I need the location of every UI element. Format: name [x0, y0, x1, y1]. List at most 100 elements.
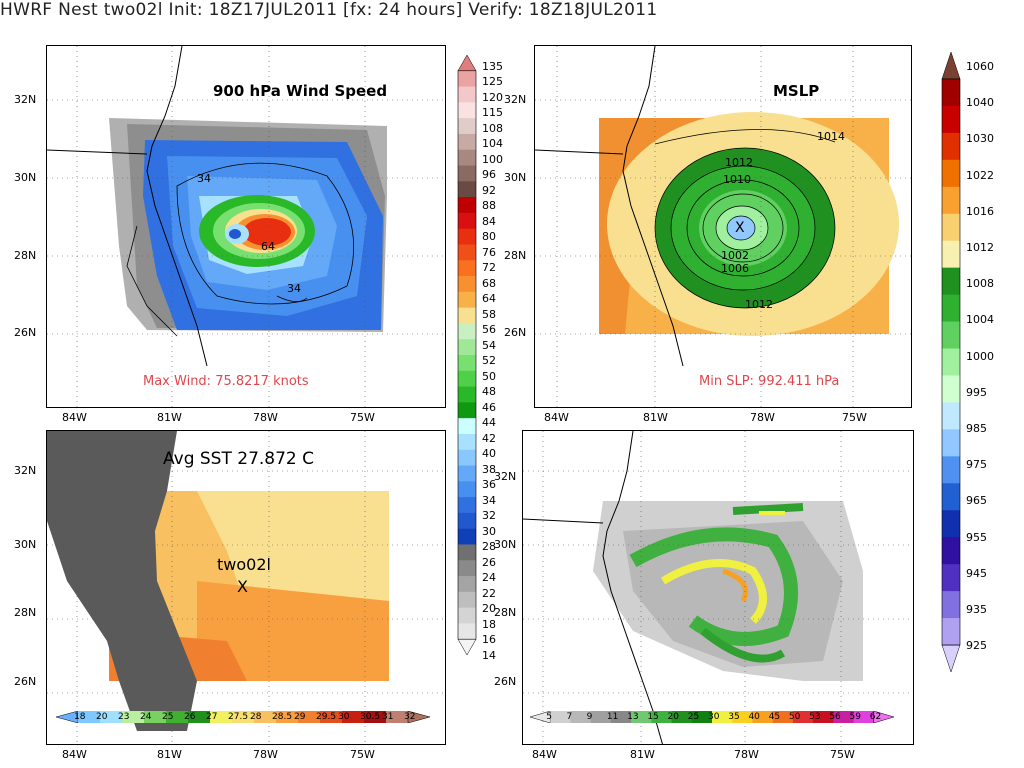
wind-cb-swatch: [458, 623, 476, 640]
precip-cb-labels-tick: 50: [788, 712, 801, 722]
wind-cb-swatch: [458, 465, 476, 482]
lat-26n-p4: 26N: [494, 675, 517, 688]
mslp-cb-swatch: [942, 375, 960, 403]
mslp-cb-swatch: [942, 618, 960, 646]
precip-cb-labels-tick: 5: [546, 712, 552, 722]
wind-cb-swatch: [458, 481, 476, 498]
mslp-label-1014: 1014: [817, 130, 845, 143]
wind-cb-labels-tick: 54: [482, 338, 496, 352]
lat-32n-p1: 32N: [14, 93, 37, 106]
lon-81w-p4: 81W: [630, 748, 655, 761]
storm-name-label: two02l: [217, 555, 271, 574]
wind-cb-labels-tick: 34: [482, 493, 496, 507]
mslp-cb-swatch: [942, 483, 960, 511]
lat-32n-p2: 32N: [504, 93, 527, 106]
lon-75w-p1: 75W: [350, 411, 375, 424]
sst-cb-swatch: [298, 711, 321, 723]
wind-cb-swatch: [458, 370, 476, 388]
wind-cb-swatch: [458, 576, 476, 593]
sst-cb-labels-tick: 27: [206, 712, 218, 722]
lat-28n-p3: 28N: [14, 606, 37, 619]
precip-cb-swatch: [813, 711, 834, 723]
wind-cb-swatch: [458, 70, 476, 88]
wind-cb-labels-tick: 26: [482, 555, 496, 569]
sst-cb-swatch: [320, 711, 343, 723]
lon-84w-p3: 84W: [62, 748, 87, 761]
wind-cb-bottom-arrow: [457, 638, 477, 655]
lon-75w-p2: 75W: [842, 411, 867, 424]
sst-cb-labels-tick: 28.5: [272, 712, 293, 722]
wind-cb-labels-tick: 96: [482, 168, 496, 182]
wind-max-footnote: Max Wind: 75.8217 knots: [143, 374, 309, 389]
wind-cb-swatch: [458, 607, 476, 624]
mslp-cb-swatch: [942, 267, 960, 296]
precip-cb-labels-tick: 62: [869, 712, 882, 722]
mslp-map: X: [535, 46, 911, 407]
mslp-cb-swatch: [942, 591, 960, 619]
wind-cb-swatch: [458, 339, 476, 356]
wind-cb-swatch: [458, 355, 476, 372]
wind-cb-swatch: [458, 118, 476, 135]
sst-colorbar: [56, 711, 430, 723]
wind-cb-labels-tick: 22: [482, 586, 496, 600]
sst-cb-labels-tick: 26: [184, 712, 196, 722]
precip-cb-swatch: [631, 711, 652, 723]
mslp-cb-labels-tick: 1016: [966, 204, 994, 218]
mslp-cb-bottom-arrow: [941, 644, 961, 672]
wind-cb-labels-tick: 30: [482, 524, 496, 538]
mslp-cb-labels-tick: 965: [966, 494, 987, 508]
sst-panel: Avg SST 27.872 C two02l X: [46, 430, 446, 745]
mslp-panel: X MSLP 1014 1012 1010 1002 1006 1012 Min…: [534, 45, 912, 408]
mslp-cb-swatch: [942, 105, 960, 134]
wind-cb-swatch: [458, 102, 476, 119]
mslp-cb-swatch: [942, 348, 960, 376]
mslp-cb-labels-tick: 955: [966, 530, 987, 544]
mslp-cb-labels-tick: 1030: [966, 132, 994, 146]
wind-cb-swatch: [458, 165, 476, 182]
precip-cb-labels-tick: 45: [768, 712, 781, 722]
lat-32n-p4: 32N: [494, 470, 517, 483]
wind-cb-labels-tick: 58: [482, 307, 496, 321]
wind-cb-labels-tick: 76: [482, 245, 496, 259]
wind-contour-label-34b: 34: [287, 282, 301, 295]
precip-cb-swatch: [590, 711, 612, 723]
wind-cb-labels-tick: 40: [482, 447, 496, 461]
wind-cb-swatch: [458, 291, 476, 309]
mslp-cb-swatch: [942, 159, 960, 188]
wind-cb-labels-tick: 24: [482, 571, 496, 585]
lat-30n-p4: 30N: [494, 538, 517, 551]
wind-cb-swatch: [458, 244, 476, 261]
svg-text:X: X: [735, 220, 745, 236]
lat-30n-p3: 30N: [14, 538, 37, 551]
sst-cb-labels-tick: 28: [250, 712, 262, 722]
wind-cb-labels-tick: 64: [482, 292, 496, 306]
mslp-label-1012b: 1012: [745, 298, 773, 311]
mslp-cb-labels-tick: 1012: [966, 241, 994, 255]
lon-78w-p2: 78W: [750, 411, 775, 424]
wind-cb-swatch: [458, 307, 476, 324]
wind-cb-labels-tick: 88: [482, 199, 496, 213]
sst-cb-swatch: [364, 711, 387, 723]
lat-28n-p1: 28N: [14, 249, 37, 262]
precip-cb-swatch: [691, 711, 713, 723]
precip-cb-swatch: [671, 711, 693, 723]
precip-cb-swatch: [712, 711, 733, 723]
lon-81w-p1: 81W: [157, 411, 182, 424]
sst-cb-right-arrow: [407, 711, 430, 723]
sst-cb-swatch: [210, 711, 233, 723]
wind-cb-swatch: [458, 86, 476, 103]
precip-cb-labels-tick: 15: [647, 712, 659, 722]
wind-cb-labels-tick: 38: [482, 462, 496, 476]
precip-cb-labels-tick: 20: [667, 712, 679, 722]
lat-30n-p1: 30N: [14, 171, 37, 184]
sst-cb-labels-tick: 23: [118, 712, 130, 722]
wind-cb-swatch: [458, 260, 476, 277]
storm-marker: X: [237, 577, 248, 596]
precip-cb-right-arrow: [873, 711, 894, 723]
precip-map: [523, 431, 913, 744]
wind-cb-labels-tick: 135: [482, 59, 503, 73]
mslp-cb-swatch: [942, 213, 960, 242]
sst-panel-title: Avg SST 27.872 C: [163, 449, 315, 469]
wind-cb-swatch: [458, 323, 476, 340]
wind-cb-labels-tick: 44: [482, 416, 496, 430]
